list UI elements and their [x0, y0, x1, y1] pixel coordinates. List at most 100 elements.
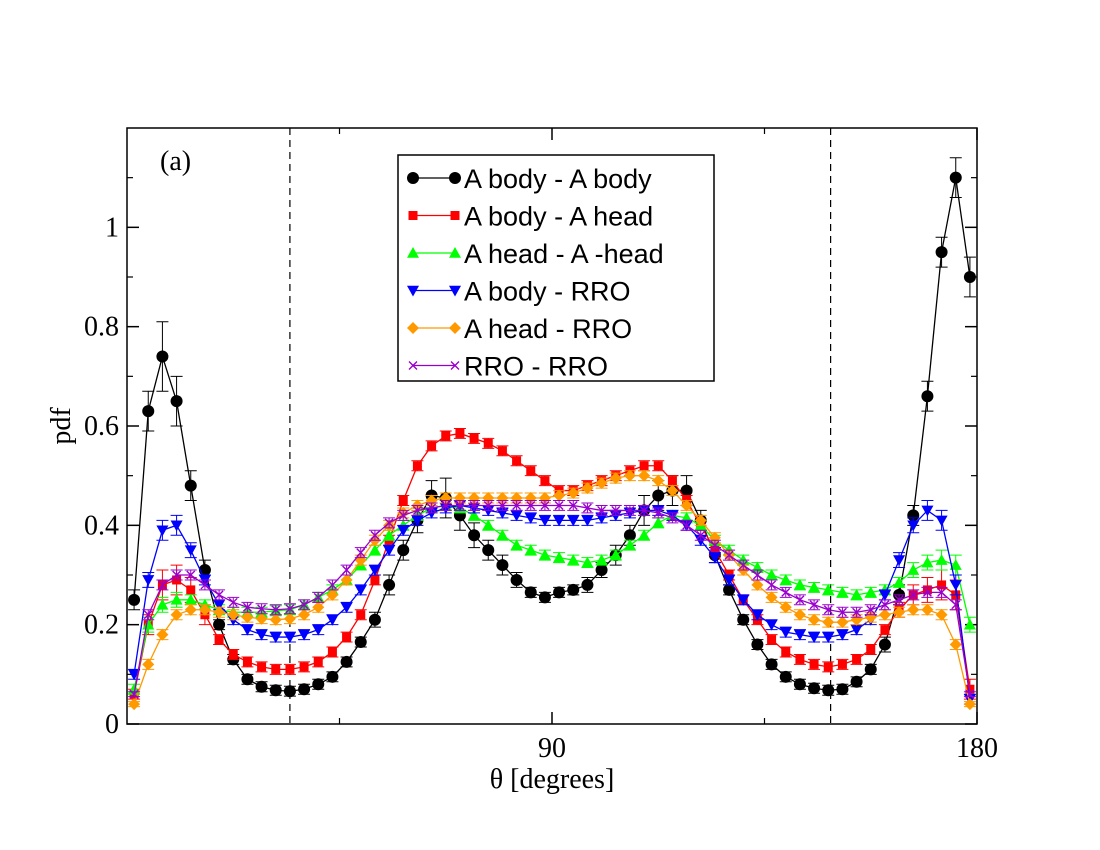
data-point: [538, 591, 551, 604]
data-point: [370, 530, 380, 540]
data-point: [723, 575, 736, 586]
data-point: [214, 590, 224, 600]
data-point: [455, 500, 465, 510]
data-point: [623, 469, 636, 482]
data-point: [694, 514, 707, 527]
data-point: [822, 684, 835, 697]
data-point: [878, 638, 891, 651]
data-point: [667, 476, 677, 486]
data-point: [412, 461, 422, 471]
data-point: [299, 662, 309, 672]
legend-label: A body - A body: [464, 164, 652, 194]
data-point: [582, 503, 592, 513]
legend-item: A body - A body: [407, 164, 652, 194]
data-point: [921, 556, 934, 568]
series-3: [128, 500, 976, 706]
data-point: [510, 539, 523, 550]
data-point: [397, 525, 410, 537]
data-point: [949, 171, 962, 184]
data-point: [312, 601, 325, 614]
data-point: [738, 560, 748, 570]
axis-ticks: 0 0.2 0.4 0.6 0.8 1 90 180: [84, 128, 998, 764]
data-point: [170, 395, 183, 408]
data-point: [808, 581, 821, 593]
data-point: [864, 663, 877, 676]
data-point: [880, 625, 890, 635]
legend-marker: [450, 361, 460, 370]
data-point: [184, 603, 197, 616]
data-point: [553, 515, 566, 527]
data-point: [298, 629, 311, 641]
series-1: [128, 427, 976, 700]
data-point: [836, 683, 849, 696]
data-point: [949, 580, 962, 591]
data-point: [156, 350, 169, 363]
data-point: [907, 509, 920, 522]
legend-box: [397, 154, 715, 382]
data-point: [568, 500, 578, 510]
data-point: [951, 600, 961, 610]
data-point: [880, 600, 890, 610]
data-point: [667, 513, 677, 523]
data-point: [765, 619, 778, 631]
data-point: [949, 559, 962, 570]
data-point: [510, 573, 523, 586]
legend-marker: [408, 361, 418, 370]
data-point: [342, 565, 352, 575]
data-point: [269, 684, 282, 697]
data-point: [837, 607, 847, 617]
data-point: [241, 611, 254, 624]
legend-marker: [407, 247, 419, 258]
legend-label: A body - RRO: [464, 277, 631, 307]
data-point: [893, 555, 906, 567]
data-point: [907, 603, 920, 616]
data-point: [497, 500, 507, 510]
legend-marker: [449, 285, 461, 297]
data-point: [638, 529, 651, 541]
data-point: [836, 586, 849, 598]
legend-marker: [449, 247, 461, 258]
data-point: [680, 484, 693, 497]
data-point: [765, 591, 778, 604]
data-point: [186, 585, 196, 595]
data-point: [708, 531, 721, 544]
x-tick-label: 90: [538, 733, 566, 764]
data-point: [751, 578, 764, 591]
data-point: [652, 489, 665, 502]
data-point: [157, 580, 167, 590]
data-point: [142, 405, 155, 418]
data-point: [765, 569, 778, 580]
data-point: [170, 593, 183, 605]
data-point: [354, 636, 367, 649]
data-point: [213, 600, 226, 611]
data-point: [581, 578, 594, 591]
panel-label: (a): [160, 146, 191, 177]
data-point: [228, 597, 238, 607]
data-point: [342, 632, 352, 642]
data-point: [427, 503, 437, 513]
data-point: [553, 489, 566, 502]
data-point: [639, 505, 649, 515]
data-point: [242, 657, 252, 667]
data-point: [878, 608, 891, 621]
data-point: [921, 505, 934, 517]
data-point: [186, 570, 196, 580]
legend-item: A body - A head: [408, 202, 653, 232]
data-point: [468, 529, 481, 542]
data-point: [255, 680, 268, 693]
data-point: [483, 438, 493, 448]
data-point: [524, 513, 537, 524]
data-point: [567, 515, 580, 527]
data-series: [128, 157, 976, 711]
data-point: [397, 544, 410, 557]
data-point: [922, 587, 932, 597]
data-point: [354, 585, 367, 596]
data-point: [453, 492, 466, 505]
data-point: [299, 600, 309, 610]
legend-label: A head - RRO: [464, 314, 632, 344]
data-point: [822, 583, 835, 595]
data-point: [340, 602, 353, 614]
data-point: [625, 505, 635, 515]
data-point: [383, 578, 396, 591]
data-point: [469, 433, 479, 443]
